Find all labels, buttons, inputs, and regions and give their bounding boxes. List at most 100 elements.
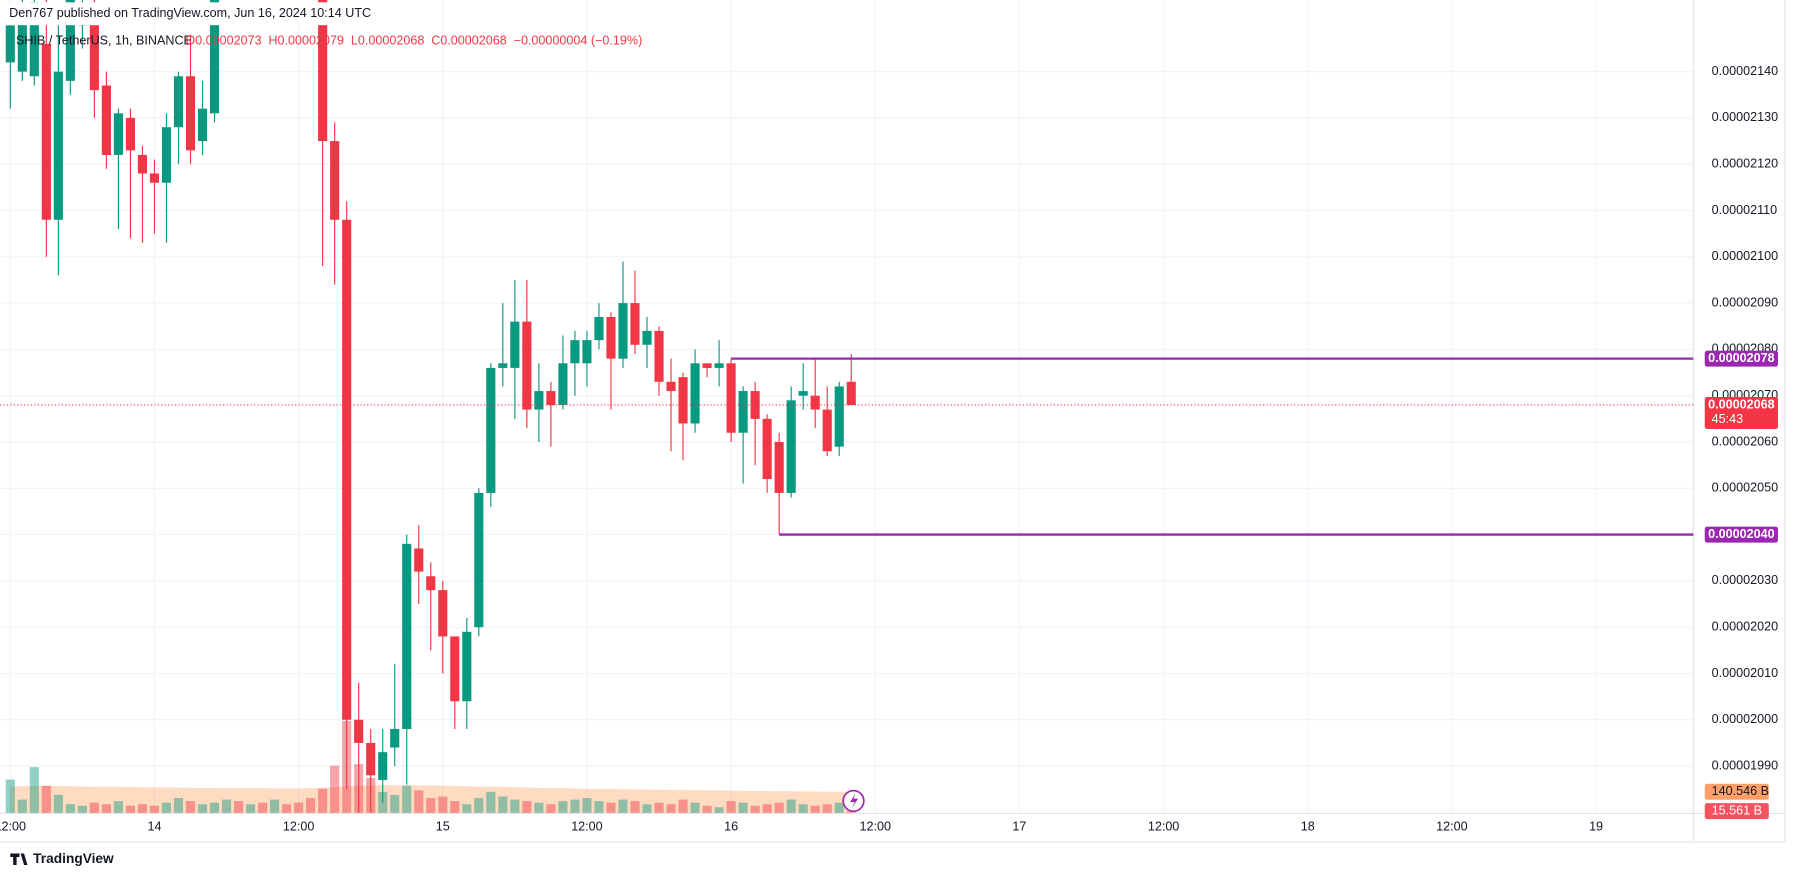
x-tick-label: 19	[1589, 820, 1603, 834]
candle-body	[738, 391, 748, 433]
candle-body	[798, 391, 808, 396]
plot-area	[5, 0, 856, 814]
volume-bar	[101, 804, 111, 814]
volume-ma-label-bg	[1704, 783, 1769, 800]
last-price-bg	[1704, 396, 1778, 429]
candle-body	[113, 113, 123, 155]
candle-body	[185, 76, 196, 151]
volume-bar	[426, 798, 436, 814]
volume-bar	[77, 805, 87, 814]
y-tick-label: 0.00002000	[1712, 712, 1778, 726]
volume-bar	[282, 804, 292, 814]
y-tick-label: 0.00002090	[1712, 295, 1778, 309]
candle-body	[450, 636, 460, 702]
candle-body	[618, 303, 628, 359]
candle-body	[137, 154, 148, 174]
x-tick-label: 16	[724, 820, 738, 834]
candle-body	[161, 127, 172, 183]
candle-body	[89, 11, 99, 91]
volume-bar	[570, 799, 580, 814]
candle-body	[570, 340, 580, 364]
candle-body	[101, 85, 111, 155]
candle-body	[474, 492, 484, 628]
volume-bar	[197, 804, 208, 814]
candle-body	[702, 363, 712, 368]
x-tick-label: 17	[1012, 820, 1026, 834]
candle-body	[330, 141, 340, 220]
candle-body	[498, 363, 508, 368]
candle-body	[774, 441, 784, 493]
volume-label-bg	[1704, 803, 1769, 820]
y-tick-label: 0.00002060	[1712, 434, 1778, 448]
volume-bar	[173, 798, 184, 814]
volume-bar	[534, 802, 544, 814]
volume-bar	[678, 799, 688, 814]
volume-bar	[450, 801, 460, 814]
candle-body	[726, 363, 736, 433]
volume-bar	[462, 804, 472, 814]
candle-body	[534, 391, 544, 410]
volume-bar	[5, 779, 15, 814]
lightning-glyph	[850, 792, 859, 809]
candle-body	[390, 729, 400, 748]
candle-body	[209, 0, 220, 114]
volume-bar	[270, 799, 280, 814]
volume-bar	[846, 811, 856, 814]
candle-body	[366, 742, 376, 776]
brand-logo	[10, 853, 28, 865]
volume-bar	[258, 802, 268, 814]
publish-info: Den767 published on TradingView.com, Jun…	[9, 6, 371, 20]
volume-bar	[762, 804, 772, 814]
y-tick-label: 0.00002100	[1712, 249, 1778, 263]
candle-body	[582, 340, 592, 364]
candle-body	[606, 316, 616, 359]
volume-bar	[546, 804, 556, 814]
last-price-label: 0.00002068	[1708, 397, 1774, 411]
candle-body	[558, 363, 568, 405]
x-tick-label: 15	[436, 820, 450, 834]
candle-body	[630, 303, 640, 345]
ohlc-value: L0.00002068	[351, 34, 424, 48]
volume-bar	[390, 794, 400, 814]
ohlc-value: −0.00000004 (−0.19%)	[514, 34, 643, 48]
candle-body	[810, 395, 820, 410]
volume-bar	[137, 804, 148, 814]
volume-bar	[714, 807, 724, 814]
level-label: 0.00002078	[1708, 351, 1774, 365]
volume-bar	[738, 802, 748, 814]
candle-body	[41, 43, 51, 220]
candle-body	[690, 363, 700, 424]
volume-bar	[774, 802, 784, 814]
volume-bar	[594, 801, 604, 814]
volume-bar	[113, 801, 123, 814]
volume-bar	[402, 785, 412, 814]
volume-bar	[666, 804, 676, 814]
candle-body	[197, 108, 208, 142]
y-tick-label: 0.00002110	[1712, 203, 1778, 217]
ohlc-value: C0.00002068	[431, 34, 507, 48]
volume-ma-label: 140.546 B	[1712, 784, 1769, 798]
candle-body	[378, 752, 388, 780]
y-tick-label: 0.00002120	[1712, 157, 1778, 171]
y-tick-label: 0.00002050	[1712, 481, 1778, 495]
ohlc-legend: O0.00002073 H0.00002079 L0.00002068 C0.0000…	[185, 34, 642, 48]
y-tick-label: 0.00002020	[1712, 619, 1778, 633]
volume-bar	[318, 788, 328, 814]
x-tick-label: 12:00	[571, 820, 602, 834]
candle-body	[510, 321, 520, 368]
candle-body	[546, 391, 556, 405]
grid	[0, 0, 1694, 814]
candle-body	[29, 2, 39, 77]
candle-body	[786, 400, 796, 493]
volume-bar	[474, 798, 484, 814]
volume-bar	[702, 805, 712, 814]
countdown: 45:43	[1712, 412, 1743, 426]
x-tick-label: 12:00	[1148, 820, 1179, 834]
symbol: SHIB / TetherUS, 1h, BINANCE	[16, 34, 192, 48]
volume-bar	[89, 802, 99, 814]
volume-bar	[690, 802, 700, 814]
volume-bar	[245, 804, 256, 814]
